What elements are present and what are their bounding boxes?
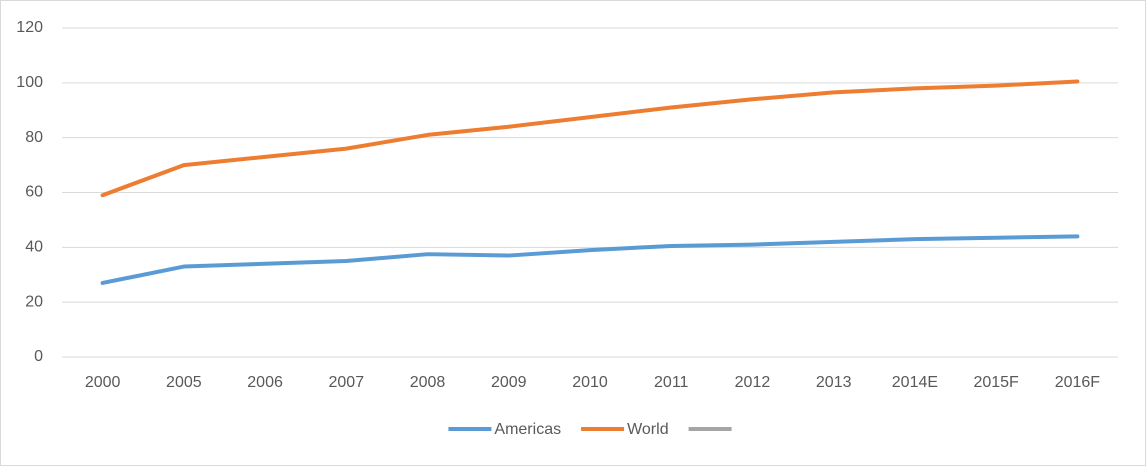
line-series bbox=[100, 234, 1080, 285]
x-tick-label: 2014E bbox=[892, 374, 938, 391]
x-tick-label: 2011 bbox=[654, 374, 689, 391]
x-tick-label: 2013 bbox=[816, 374, 852, 391]
x-tick-label: 2010 bbox=[572, 374, 608, 391]
x-tick-label: 2007 bbox=[329, 374, 365, 391]
x-tick-label: 2009 bbox=[491, 374, 527, 391]
x-tick-label: 2005 bbox=[166, 374, 202, 391]
legend-label: Americas bbox=[494, 421, 561, 438]
legend-label: World bbox=[627, 421, 669, 438]
x-tick-label: 2000 bbox=[85, 374, 121, 391]
y-tick-label: 120 bbox=[16, 19, 43, 36]
line-series bbox=[100, 79, 1080, 198]
x-tick-label: 2015F bbox=[973, 374, 1019, 391]
x-tick-label: 2012 bbox=[735, 374, 771, 391]
x-tick-label: 2016F bbox=[1055, 374, 1101, 391]
y-tick-label: 20 bbox=[25, 293, 43, 310]
y-tick-label: 100 bbox=[16, 74, 43, 91]
y-tick-label: 0 bbox=[34, 348, 43, 365]
x-tick-label: 2006 bbox=[247, 374, 283, 391]
y-tick-label: 80 bbox=[25, 129, 43, 146]
y-tick-label: 40 bbox=[25, 239, 43, 256]
y-tick-label: 60 bbox=[25, 184, 43, 201]
x-tick-label: 2008 bbox=[410, 374, 446, 391]
